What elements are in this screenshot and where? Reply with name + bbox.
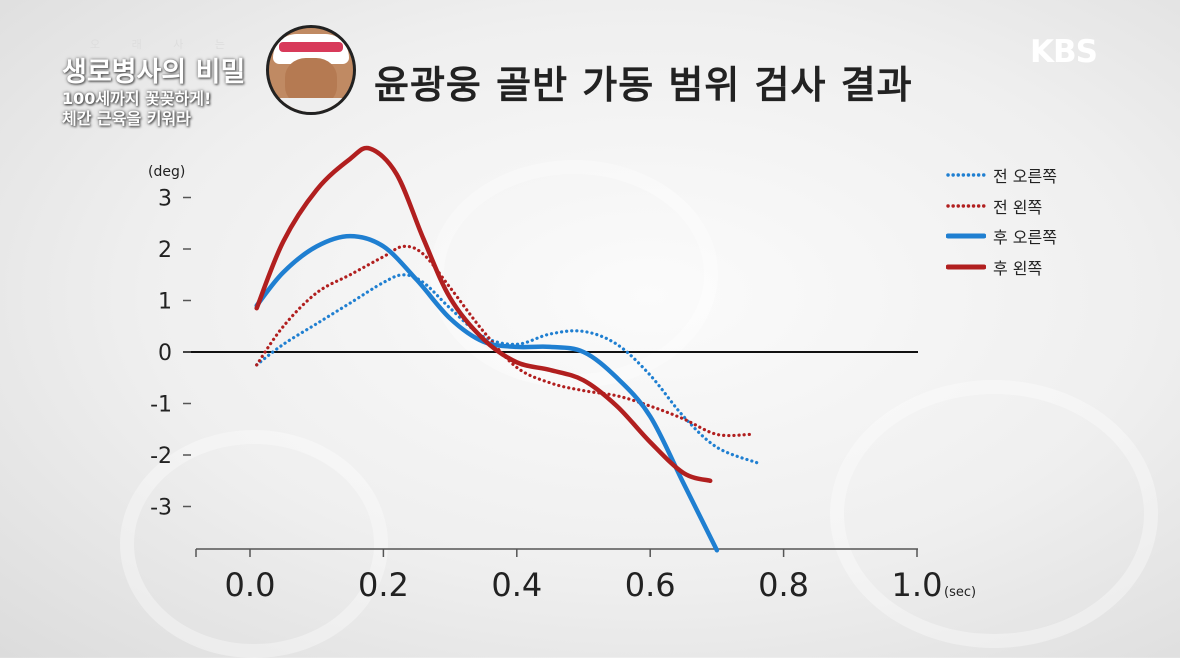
avatar [266,25,356,115]
avatar-shirt [269,98,353,112]
legend-label: 전 왼쪽 [993,197,1043,217]
legend-swatch [946,204,986,208]
logo-tagline-1: 100세까지 꽃꽂하게! [62,89,212,108]
series-before-right-line [255,273,759,465]
y-tick-label: 0 [158,341,172,366]
logo-small-text: 오 래 사 는 [90,38,239,51]
legend-item: 후 오른쪽 [946,221,1057,252]
y-tick-label: -2 [150,444,172,469]
y-axis-label: (deg) [148,164,185,180]
y-tick-label: 3 [158,187,172,212]
x-tick-label: 0.0 [225,566,276,604]
x-tick-label: 0.4 [491,566,542,604]
legend-swatch [946,173,986,177]
y-tick-label: 2 [158,238,172,263]
y-tick-label: -3 [150,496,172,521]
series-before-left-line [255,244,752,438]
legend-item: 전 오른쪽 [946,160,1057,191]
legend-swatch [946,233,986,239]
legend-label: 후 왼쪽 [993,258,1043,278]
legend-item: 후 왼쪽 [946,252,1057,283]
logo-tagline-2: 체간 근육을 키워라 [62,109,191,128]
legend-swatch [946,264,986,270]
x-tick-label: 1.0 [892,566,943,604]
series-after-right-line [254,233,720,553]
legend-item: 전 왼쪽 [946,191,1057,222]
y-tick-label: 1 [158,290,172,315]
logo-main-text: 생로병사의 비밀 [62,57,246,88]
page-title: 윤광웅 골반 가동 범위 검사 결과 [374,63,913,107]
x-axis-label: (sec) [944,585,976,600]
program-logo: 오 래 사 는 생로병사의 비밀 100세까지 꽃꽂하게! 체간 근육을 키워라 [62,36,262,129]
x-tick-label: 0.6 [625,566,676,604]
y-tick-label: -1 [150,393,172,418]
broadcaster-logo: KBS [1030,34,1098,70]
legend-label: 전 오른쪽 [993,167,1057,187]
avatar-cap-band [279,42,343,52]
x-tick-label: 0.8 [758,566,809,604]
x-tick-label: 0.2 [358,566,409,604]
series-after-left-line [254,145,713,484]
legend-label: 후 오른쪽 [993,228,1057,248]
